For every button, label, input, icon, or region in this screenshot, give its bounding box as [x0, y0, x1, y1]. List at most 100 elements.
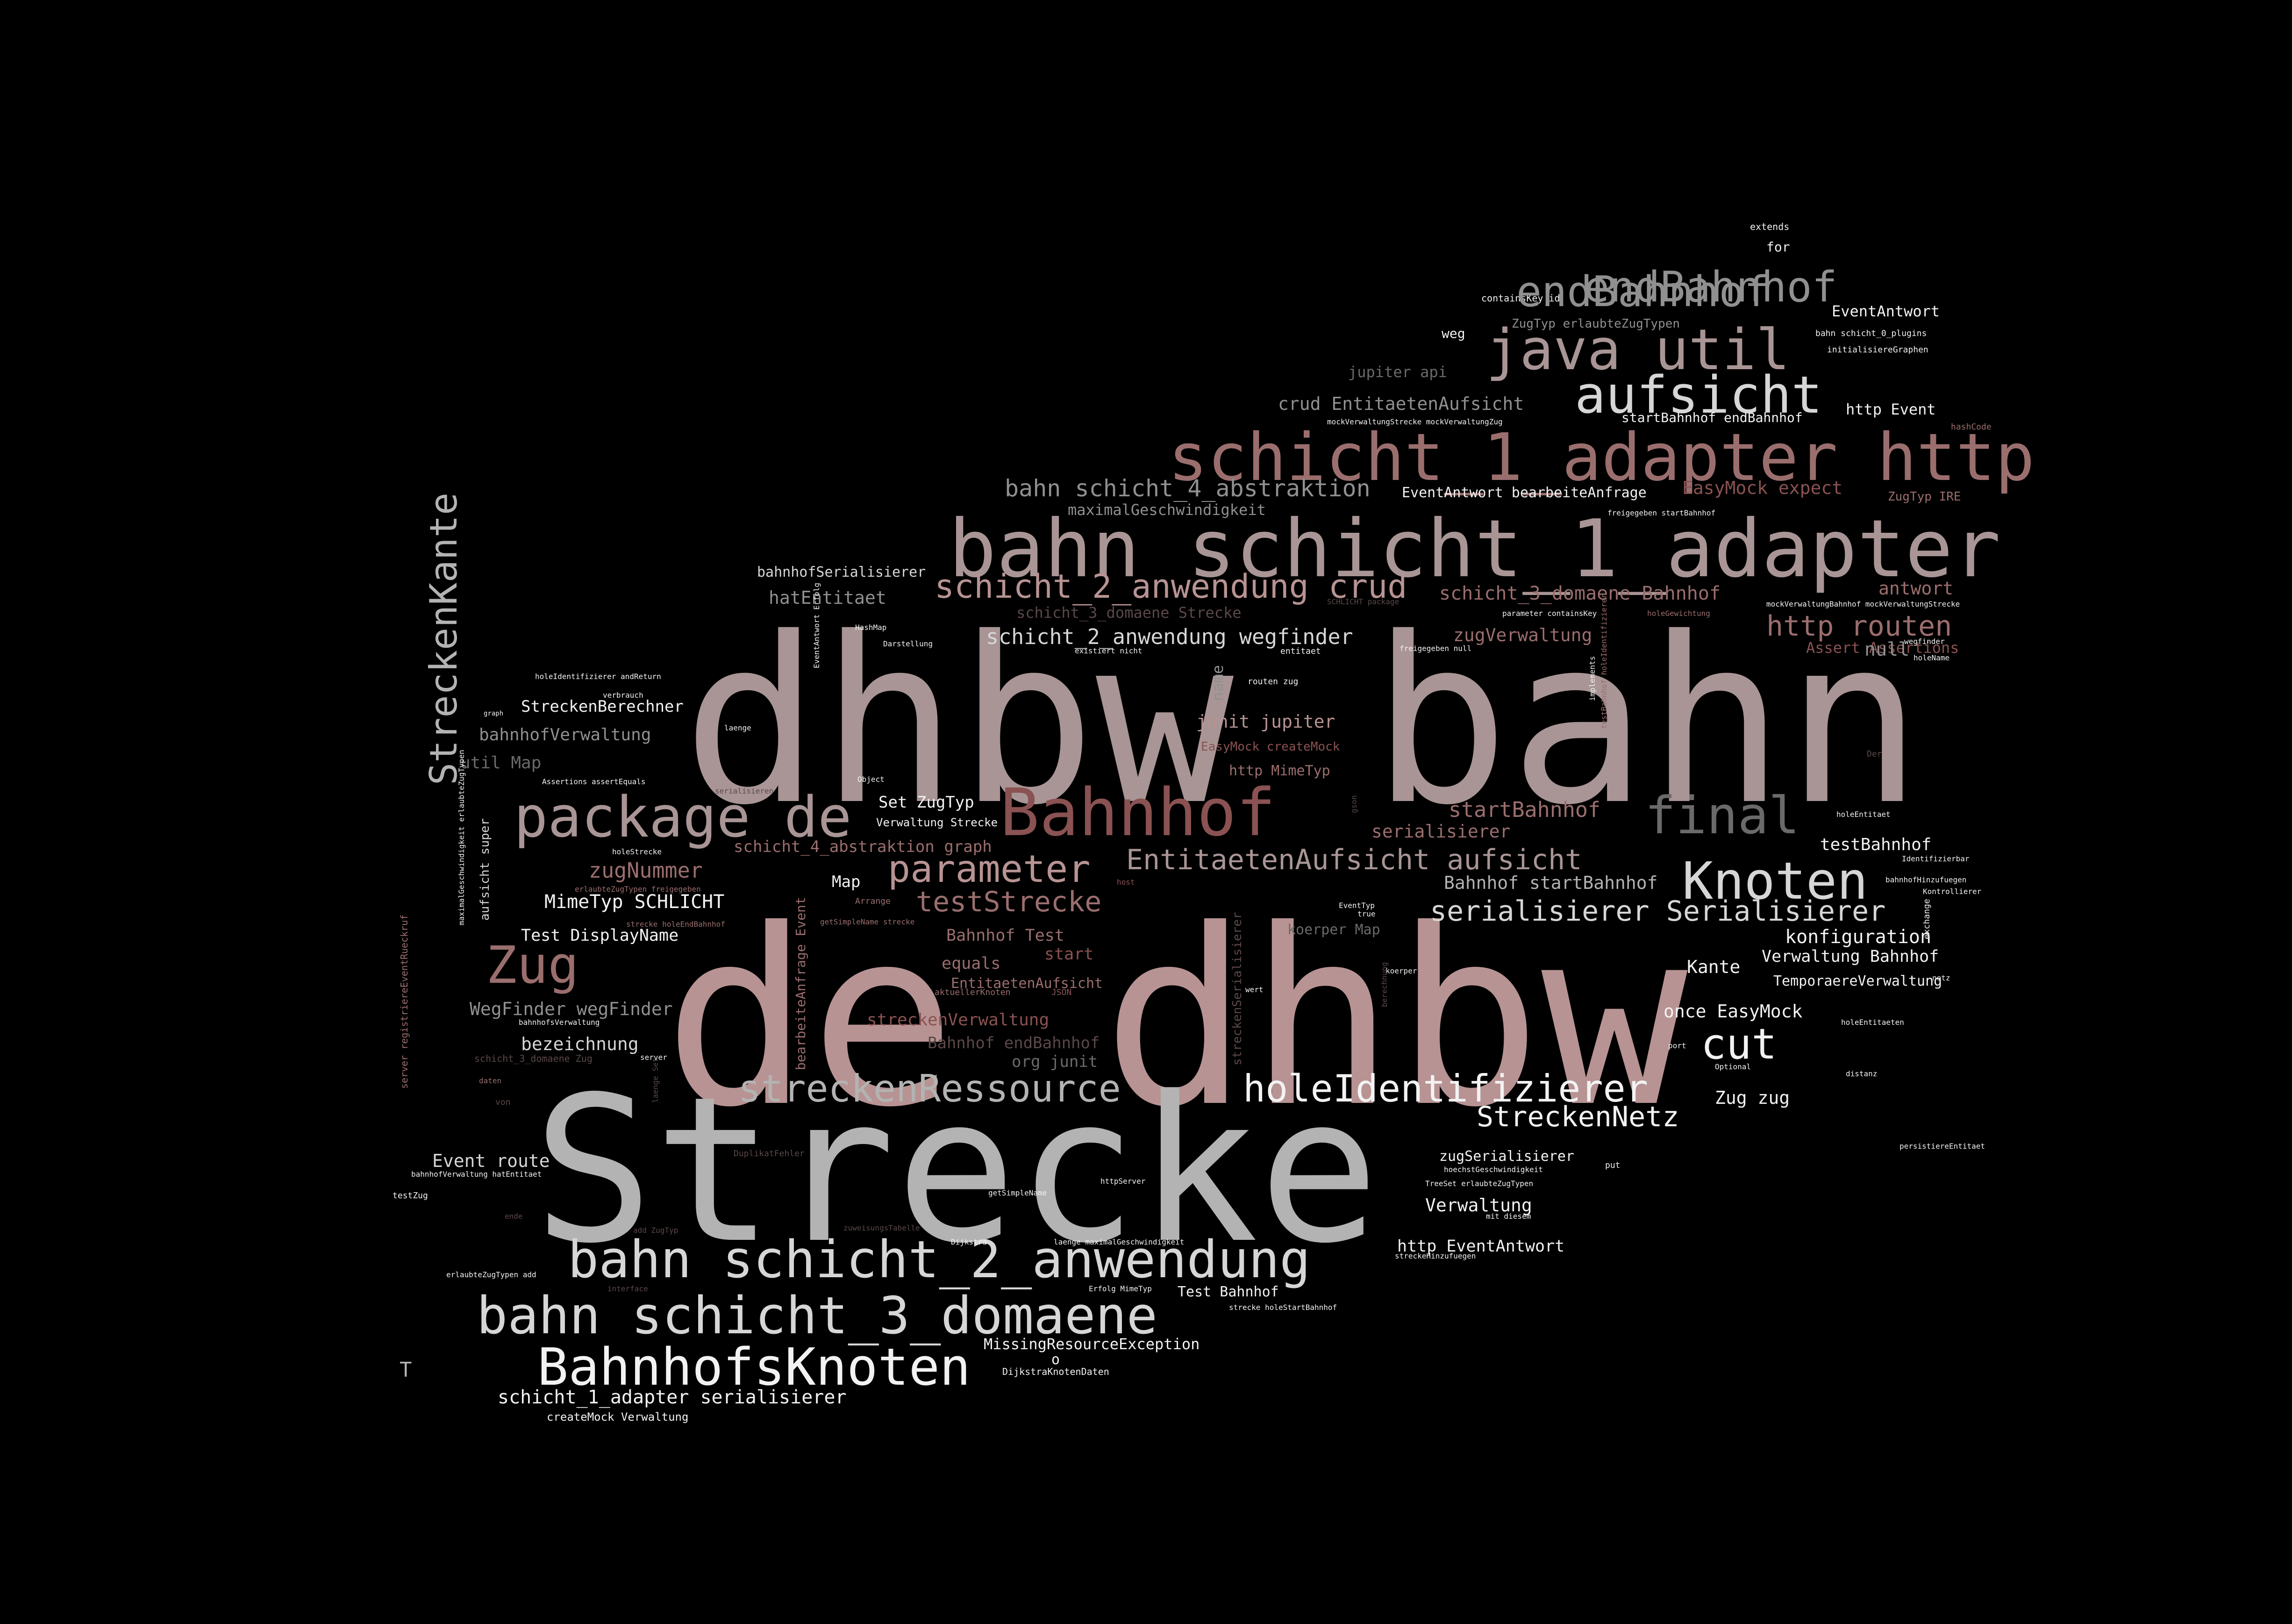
word-initialisieregraphen: initialisiereGraphen	[1827, 345, 1928, 355]
word-bahnhofsknoten: BahnhofsKnoten	[537, 1337, 971, 1397]
word-startbahnhof-endbahnhof: startBahnhof endBahnhof	[1621, 410, 1803, 425]
word-arrange: Arrange	[855, 896, 891, 906]
word-zug: Zug	[486, 935, 579, 995]
word-util-map: util Map	[460, 753, 542, 773]
word-bahn-schicht-3-domaene: bahn schicht_3_domaene	[477, 1286, 1157, 1345]
word-null: null	[1864, 639, 1910, 660]
word-package-de: package de	[514, 785, 852, 850]
word-weg: weg	[1442, 326, 1465, 341]
word-dijkstraknotendaten: DijkstraKnotenDaten	[1002, 1366, 1109, 1377]
word-schicht-3-domaene-bahnhof: schicht_3_domaene Bahnhof	[1439, 583, 1721, 604]
word-eventantwort-bearbeiteanfrage: EventAntwort bearbeiteAnfrage	[1402, 485, 1647, 501]
word-createmock-verwaltung: createMock Verwaltung	[547, 1410, 689, 1424]
word-holeidentifizierer-andreturn: holeIdentifizierer andReturn	[535, 672, 661, 681]
word-final: final	[1645, 786, 1800, 845]
word-aufsicht-super: aufsicht super	[478, 818, 492, 921]
word-http-event: http Event	[1846, 401, 1936, 418]
word-containskey-id: containsKey id	[1481, 293, 1560, 304]
word-assert-assertions: Assert Assertions	[1806, 639, 1959, 657]
word-easymock-createmock: EasyMock createMock	[1201, 740, 1340, 754]
word-object: Object	[857, 775, 885, 784]
word-identifizierbar: Identifizierbar	[1902, 854, 1970, 863]
word-zugserialisierer: zugSerialisierer	[1439, 1148, 1574, 1165]
word-freigegeben-startbahnhof: freigegeben startBahnhof	[1607, 508, 1716, 517]
word-test-displayname: Test DisplayName	[521, 926, 679, 945]
word-strecke-holeendbahnhof: strecke holeEndBahnhof	[626, 920, 725, 929]
word-org-junit: org junit	[1012, 1052, 1098, 1071]
word-graph: graph	[484, 710, 504, 717]
word-schlicht-package: SCHLICHT package	[1327, 597, 1399, 606]
word-getsimplename-strecke: getSimpleName strecke	[820, 917, 915, 926]
word-startbahnhof: startBahnhof	[1449, 797, 1601, 822]
word-strecke: Strecke	[533, 1054, 1380, 1288]
word-kontrollierer: Kontrollierer	[1923, 887, 1982, 896]
word-equals: equals	[942, 954, 1001, 973]
word-wert: wert	[1245, 985, 1264, 994]
word-junit-jupiter: junit jupiter	[1196, 711, 1335, 732]
word-streckennetz: StreckenNetz	[1477, 1101, 1679, 1133]
word-host: host	[1117, 878, 1135, 887]
word-hashcode: hashCode	[1951, 422, 1992, 432]
word-jupiter-api: jupiter api	[1348, 363, 1447, 381]
word-server-registriereeventrueckruf: server registriereEventRueckruf	[399, 914, 410, 1089]
word-endbahnhof: endBahnhof	[1516, 267, 1770, 316]
word-hoechstgeschwindigkeit: hoechstGeschwindigkeit	[1444, 1165, 1543, 1174]
word-erlaubtezugtypen-add: erlaubteZugTypen add	[446, 1270, 536, 1279]
word-bahnhof-endbahnhof: Bahnhof endBahnhof	[928, 1034, 1100, 1052]
word-bahnhof-test: Bahnhof Test	[946, 926, 1064, 945]
word-exchange: exchange	[1922, 899, 1932, 939]
word-wegfinder-wegfinder: WegFinder wegFinder	[470, 999, 673, 1019]
word-name: name	[1209, 665, 1227, 701]
word-schicht-1-adapter-http: schicht_1_adapter http	[1168, 420, 2035, 496]
word-bahnhofverwaltung: bahnhofVerwaltung	[479, 725, 651, 744]
word-once-easymock: once EasyMock	[1664, 1001, 1803, 1022]
word-easymock-expect: EasyMock expect	[1682, 478, 1843, 498]
word-persistiereentitaet: persistiereEntitaet	[1899, 1142, 1985, 1151]
word-http-mimetyp: http MimeTyp	[1229, 763, 1330, 779]
word-von: von	[495, 1097, 511, 1107]
word-de-dhbw: de dhbw	[664, 877, 1688, 1160]
word-koerper: koerper	[1385, 966, 1417, 975]
word-laenge-maximalgeschwindigkeit: laenge maximalGeschwindigkeit	[1054, 1238, 1185, 1246]
word-serialisieren: serialisieren	[715, 787, 774, 795]
word-testzug: testZug	[393, 1191, 428, 1201]
word-verwaltung: Verwaltung	[1425, 1195, 1532, 1216]
word-streckehinzufuegen: streckeHinzufuegen	[1395, 1252, 1476, 1260]
word-bezeichnung: bezeichnung	[521, 1034, 639, 1054]
word-maximalgeschwindigkeit: maximalGeschwindigkeit	[1068, 501, 1266, 519]
word-teststrecke: testStrecke	[916, 886, 1102, 918]
word-o: o	[1051, 1352, 1060, 1368]
word-bahn-schicht-0-plugins: bahn schicht_0_plugins	[1815, 329, 1927, 338]
word-bahnhof: Bahnhof	[1000, 775, 1276, 851]
word-zuweisungstabelle: zuweisungsTabelle	[843, 1223, 920, 1232]
word-aktuellerknoten: aktuellerKnoten	[935, 987, 1011, 997]
word-http-eventantwort: http EventAntwort	[1397, 1237, 1565, 1256]
word-http-routen: http routen	[1766, 610, 1952, 643]
word-gson: gson	[1349, 795, 1358, 813]
word-ende: ende	[505, 1212, 523, 1221]
word-knoten: Knoten	[1682, 851, 1868, 911]
word-temporaereverwaltung: TemporaereVerwaltung	[1773, 973, 1942, 989]
word-wegfinder: wegfinder	[1904, 637, 1945, 646]
word-extends: extends	[1750, 221, 1790, 232]
word-schicht-2-anwendung-crud: schicht_2_anwendung crud	[935, 567, 1407, 606]
word-holeidentifizierer: holeIdentifizierer	[1243, 1067, 1648, 1110]
word-berechnung: berechnung	[1380, 962, 1389, 1007]
word-streckenberechner: StreckenBerechner	[521, 697, 684, 716]
word-testbahnhof: testBahnhof	[1820, 835, 1932, 854]
word-holeentitaeten: holeEntitaeten	[1841, 1018, 1904, 1027]
word-zugverwaltung: zugVerwaltung	[1453, 625, 1592, 645]
word-bahnhof-startbahnhof: Bahnhof startBahnhof	[1444, 873, 1658, 893]
word-streckenressource: streckenRessource	[738, 1067, 1121, 1110]
word-treeset-erlaubtezugtypen: TreeSet erlaubteZugTypen	[1425, 1179, 1534, 1188]
word-entitaetenaufsicht: EntitaetenAufsicht	[951, 975, 1103, 992]
word-set-zugtyp: Set ZugTyp	[878, 793, 974, 812]
word-json: JSON	[1051, 987, 1072, 997]
word-mit-diesem: mit diesem	[1486, 1212, 1531, 1221]
word-bahnhofsverwaltung: bahnhofsVerwaltung	[519, 1018, 600, 1027]
word-entitaetenaufsicht-aufsicht: EntitaetenAufsicht aufsicht	[1126, 844, 1582, 876]
word-koerper-map: koerper Map	[1287, 922, 1380, 938]
word-mimetyp-schlicht: MimeTyp SCHLICHT	[544, 891, 725, 913]
word-verbrauch: verbrauch	[603, 691, 643, 700]
word-maximalgeschwindigkeit-erlaubtezugtypen: maximalGeschwindigkeit erlaubteZugTypen	[457, 750, 466, 925]
